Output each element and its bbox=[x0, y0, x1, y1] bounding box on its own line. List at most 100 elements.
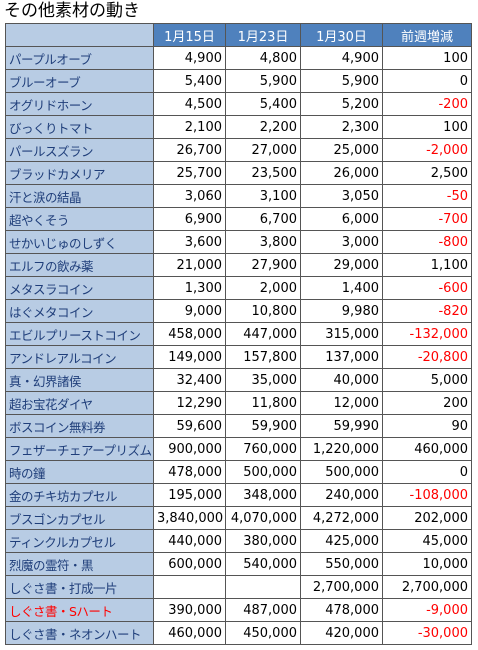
change-cell: -2,000 bbox=[382, 138, 472, 162]
price-cell: 2,200 bbox=[225, 115, 301, 139]
price-cell: 5,400 bbox=[153, 69, 226, 93]
price-cell: 32,400 bbox=[153, 368, 226, 392]
item-name: ティンクルカプセル bbox=[5, 529, 154, 553]
price-cell bbox=[225, 575, 301, 599]
item-name: オグリドホーン bbox=[5, 92, 154, 116]
price-cell: 1,400 bbox=[300, 276, 383, 300]
price-cell: 6,700 bbox=[225, 207, 301, 231]
price-cell: 420,000 bbox=[300, 621, 383, 645]
price-cell: 4,800 bbox=[225, 46, 301, 70]
price-cell: 487,000 bbox=[225, 598, 301, 622]
change-cell: 10,000 bbox=[382, 552, 472, 576]
price-cell: 348,000 bbox=[225, 483, 301, 507]
row: エビルプリーストコイン 458,000 447,000 315,000 -132,000 bbox=[5, 322, 472, 346]
change-cell: -20,800 bbox=[382, 345, 472, 369]
price-cell: 9,980 bbox=[300, 299, 383, 323]
item-name: メタスラコイン bbox=[5, 276, 154, 300]
item-name: 時の鐘 bbox=[5, 460, 154, 484]
item-name: せかいじゅのしずく bbox=[5, 230, 154, 254]
price-cell: 3,600 bbox=[153, 230, 226, 254]
change-cell: -108,000 bbox=[382, 483, 472, 507]
item-name: ブラッドカメリア bbox=[5, 161, 154, 185]
item-name: しぐさ書・Sハート bbox=[5, 598, 154, 622]
price-cell: 5,900 bbox=[225, 69, 301, 93]
row: 超お宝花ダイヤ 12,290 11,800 12,000 200 bbox=[5, 391, 472, 415]
item-name: しぐさ書・打成一片 bbox=[5, 575, 154, 599]
price-cell: 2,700,000 bbox=[300, 575, 383, 599]
price-cell: 5,900 bbox=[300, 69, 383, 93]
price-cell: 315,000 bbox=[300, 322, 383, 346]
change-cell: 2,700,000 bbox=[382, 575, 472, 599]
change-cell: 202,000 bbox=[382, 506, 472, 530]
change-cell: 90 bbox=[382, 414, 472, 438]
price-cell: 4,272,000 bbox=[300, 506, 383, 530]
price-cell: 500,000 bbox=[300, 460, 383, 484]
price-cell: 26,000 bbox=[300, 161, 383, 185]
price-cell: 447,000 bbox=[225, 322, 301, 346]
price-cell: 4,900 bbox=[153, 46, 226, 70]
price-cell: 59,990 bbox=[300, 414, 383, 438]
item-name: ブスゴンカプセル bbox=[5, 506, 154, 530]
price-cell: 12,000 bbox=[300, 391, 383, 415]
row: ボスコイン無料券 59,600 59,900 59,990 90 bbox=[5, 414, 472, 438]
price-cell: 2,100 bbox=[153, 115, 226, 139]
row: しぐさ書・打成一片 2,700,000 2,700,000 bbox=[5, 575, 472, 599]
change-cell: -700 bbox=[382, 207, 472, 231]
row: パープルオーブ 4,900 4,800 4,900 100 bbox=[5, 46, 472, 70]
change-cell: 2,500 bbox=[382, 161, 472, 185]
change-cell: -30,000 bbox=[382, 621, 472, 645]
change-cell: -50 bbox=[382, 184, 472, 208]
price-cell: 478,000 bbox=[300, 598, 383, 622]
item-name: アンドレアルコイン bbox=[5, 345, 154, 369]
item-name: エルフの飲み薬 bbox=[5, 253, 154, 277]
row: フェザーチェアープリズム 900,000 760,000 1,220,000 460,0… bbox=[5, 437, 472, 461]
item-name: 真・幻界諸侯 bbox=[5, 368, 154, 392]
change-cell: 200 bbox=[382, 391, 472, 415]
row: せかいじゅのしずく 3,600 3,800 3,000 -800 bbox=[5, 230, 472, 254]
price-cell: 760,000 bbox=[225, 437, 301, 461]
price-cell: 380,000 bbox=[225, 529, 301, 553]
price-cell: 3,800 bbox=[225, 230, 301, 254]
price-cell: 137,000 bbox=[300, 345, 383, 369]
price-cell: 4,070,000 bbox=[225, 506, 301, 530]
change-cell: -820 bbox=[382, 299, 472, 323]
change-cell: 1,100 bbox=[382, 253, 472, 277]
price-cell: 500,000 bbox=[225, 460, 301, 484]
change-cell: -600 bbox=[382, 276, 472, 300]
row: びっくりトマト 2,100 2,200 2,300 100 bbox=[5, 115, 472, 139]
row: 超やくそう 6,900 6,700 6,000 -700 bbox=[5, 207, 472, 231]
column-header: 1月30日 bbox=[300, 23, 383, 47]
price-cell: 27,900 bbox=[225, 253, 301, 277]
change-cell: 45,000 bbox=[382, 529, 472, 553]
price-cell: 29,000 bbox=[300, 253, 383, 277]
price-cell: 450,000 bbox=[225, 621, 301, 645]
price-cell: 3,840,000 bbox=[153, 506, 226, 530]
price-cell: 3,100 bbox=[225, 184, 301, 208]
price-cell: 5,200 bbox=[300, 92, 383, 116]
item-name: 烈魔の霊符・黒 bbox=[5, 552, 154, 576]
item-name: パープルオーブ bbox=[5, 46, 154, 70]
price-cell: 40,000 bbox=[300, 368, 383, 392]
row: しぐさ書・Sハート 390,000 487,000 478,000 -9,000 bbox=[5, 598, 472, 622]
price-cell: 2,000 bbox=[225, 276, 301, 300]
price-cell: 458,000 bbox=[153, 322, 226, 346]
price-cell: 460,000 bbox=[153, 621, 226, 645]
price-table: 1月15日 1月23日 1月30日 前週増減 パープルオーブ 4,900 4,800 4,9… bbox=[5, 23, 472, 645]
change-cell: 5,000 bbox=[382, 368, 472, 392]
row: ブラッドカメリア 25,700 23,500 26,000 2,500 bbox=[5, 161, 472, 185]
item-name: フェザーチェアープリズム bbox=[5, 437, 154, 461]
price-cell: 59,900 bbox=[225, 414, 301, 438]
price-cell: 149,000 bbox=[153, 345, 226, 369]
row: 烈魔の霊符・黒 600,000 540,000 550,000 10,000 bbox=[5, 552, 472, 576]
price-cell: 425,000 bbox=[300, 529, 383, 553]
price-cell: 11,800 bbox=[225, 391, 301, 415]
price-cell: 478,000 bbox=[153, 460, 226, 484]
item-name: エビルプリーストコイン bbox=[5, 322, 154, 346]
item-name: びっくりトマト bbox=[5, 115, 154, 139]
price-cell: 3,060 bbox=[153, 184, 226, 208]
column-header: 前週増減 bbox=[382, 23, 472, 47]
price-cell: 2,300 bbox=[300, 115, 383, 139]
change-cell: 100 bbox=[382, 46, 472, 70]
change-cell: -200 bbox=[382, 92, 472, 116]
